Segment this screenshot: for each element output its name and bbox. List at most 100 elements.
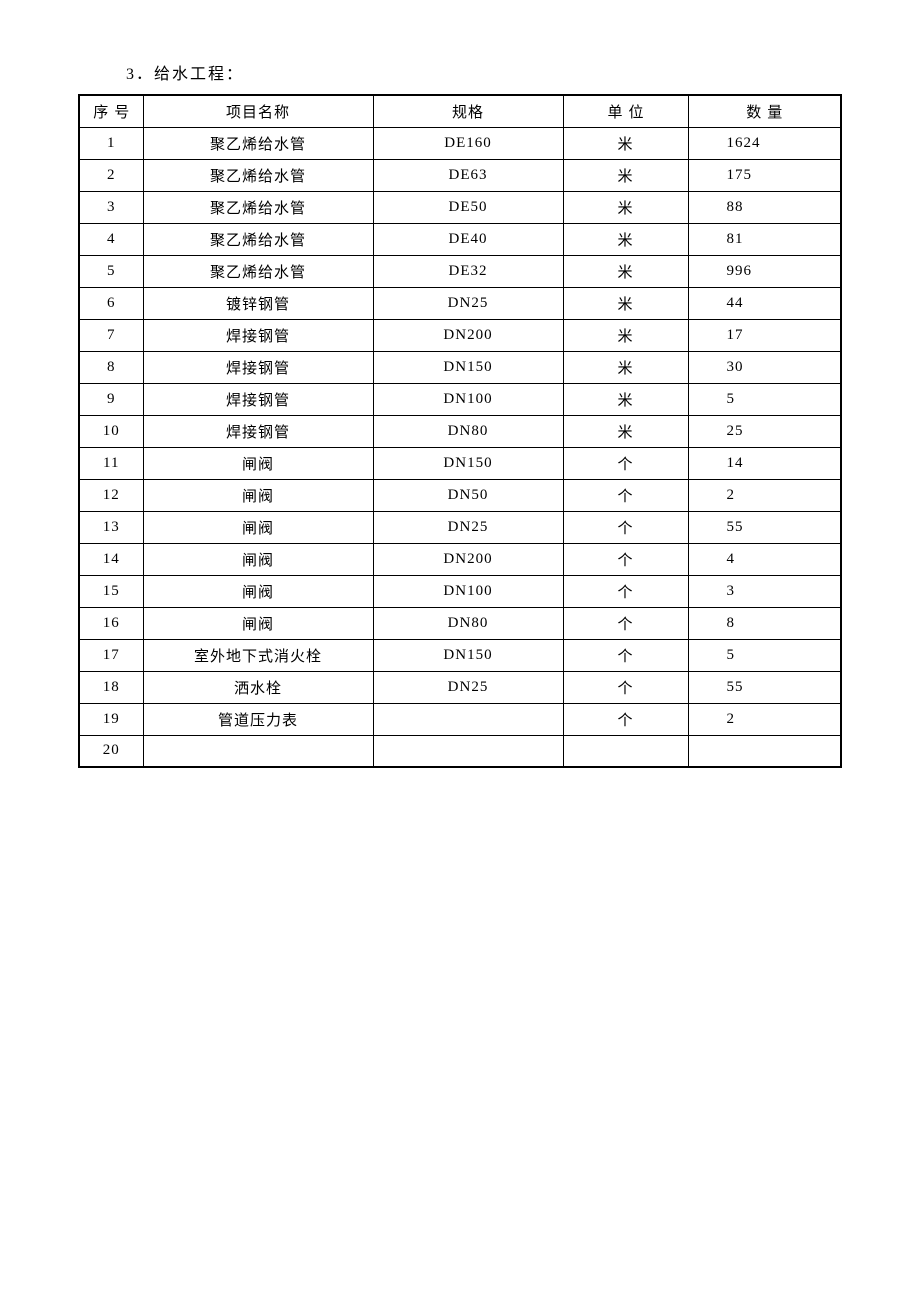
- water-supply-table: 序号 项目名称 规格 单位 数量 1聚乙烯给水管DE160米16242聚乙烯给水…: [78, 94, 842, 768]
- table-row: 12闸阀DN50个2: [79, 479, 841, 511]
- cell-qty: 30: [688, 351, 841, 383]
- cell-name: 闸阀: [143, 479, 373, 511]
- cell-spec: [373, 735, 563, 767]
- cell-spec: DN150: [373, 351, 563, 383]
- cell-spec: DN100: [373, 383, 563, 415]
- cell-seq: 11: [79, 447, 143, 479]
- cell-spec: DN25: [373, 511, 563, 543]
- table-row: 19管道压力表个2: [79, 703, 841, 735]
- cell-name: 聚乙烯给水管: [143, 159, 373, 191]
- cell-name: 闸阀: [143, 575, 373, 607]
- cell-spec: DN150: [373, 639, 563, 671]
- cell-qty: 2: [688, 703, 841, 735]
- cell-unit: 个: [563, 447, 688, 479]
- cell-qty: 5: [688, 639, 841, 671]
- cell-seq: 4: [79, 223, 143, 255]
- cell-seq: 15: [79, 575, 143, 607]
- cell-spec: [373, 703, 563, 735]
- cell-name: 焊接钢管: [143, 383, 373, 415]
- table-header-row: 序号 项目名称 规格 单位 数量: [79, 95, 841, 127]
- cell-name: 闸阀: [143, 543, 373, 575]
- cell-spec: DN25: [373, 671, 563, 703]
- table-row: 2聚乙烯给水管DE63米175: [79, 159, 841, 191]
- cell-name: 焊接钢管: [143, 319, 373, 351]
- cell-unit: 个: [563, 575, 688, 607]
- cell-qty: 4: [688, 543, 841, 575]
- cell-seq: 14: [79, 543, 143, 575]
- cell-qty: 996: [688, 255, 841, 287]
- cell-unit: 米: [563, 351, 688, 383]
- cell-qty: 8: [688, 607, 841, 639]
- table-row: 10焊接钢管DN80米25: [79, 415, 841, 447]
- cell-name: 聚乙烯给水管: [143, 191, 373, 223]
- cell-name: [143, 735, 373, 767]
- cell-qty: 55: [688, 671, 841, 703]
- cell-seq: 10: [79, 415, 143, 447]
- cell-name: 管道压力表: [143, 703, 373, 735]
- cell-qty: 81: [688, 223, 841, 255]
- section-title: 3．给水工程：: [126, 60, 842, 84]
- cell-seq: 2: [79, 159, 143, 191]
- cell-qty: 25: [688, 415, 841, 447]
- cell-spec: DN200: [373, 543, 563, 575]
- cell-seq: 13: [79, 511, 143, 543]
- cell-spec: DE32: [373, 255, 563, 287]
- table-row: 13闸阀DN25个55: [79, 511, 841, 543]
- cell-spec: DN25: [373, 287, 563, 319]
- table-row: 11闸阀DN150个14: [79, 447, 841, 479]
- cell-name: 聚乙烯给水管: [143, 255, 373, 287]
- cell-unit: 米: [563, 255, 688, 287]
- cell-qty: 5: [688, 383, 841, 415]
- table-row: 3聚乙烯给水管DE50米88: [79, 191, 841, 223]
- cell-qty: 2: [688, 479, 841, 511]
- cell-unit: 个: [563, 607, 688, 639]
- cell-name: 闸阀: [143, 511, 373, 543]
- cell-qty: 44: [688, 287, 841, 319]
- header-qty: 数量: [688, 95, 841, 127]
- cell-unit: 个: [563, 639, 688, 671]
- cell-spec: DE63: [373, 159, 563, 191]
- cell-name: 焊接钢管: [143, 351, 373, 383]
- cell-name: 闸阀: [143, 447, 373, 479]
- header-name: 项目名称: [143, 95, 373, 127]
- cell-name: 焊接钢管: [143, 415, 373, 447]
- cell-unit: 米: [563, 223, 688, 255]
- cell-seq: 20: [79, 735, 143, 767]
- cell-name: 镀锌钢管: [143, 287, 373, 319]
- cell-name: 洒水栓: [143, 671, 373, 703]
- table-row: 20: [79, 735, 841, 767]
- cell-unit: 米: [563, 383, 688, 415]
- cell-unit: 米: [563, 159, 688, 191]
- header-seq: 序号: [79, 95, 143, 127]
- cell-seq: 8: [79, 351, 143, 383]
- cell-spec: DN150: [373, 447, 563, 479]
- cell-seq: 16: [79, 607, 143, 639]
- cell-seq: 12: [79, 479, 143, 511]
- cell-spec: DN100: [373, 575, 563, 607]
- table-row: 9焊接钢管DN100米5: [79, 383, 841, 415]
- cell-qty: 17: [688, 319, 841, 351]
- cell-unit: 米: [563, 191, 688, 223]
- cell-seq: 1: [79, 127, 143, 159]
- cell-qty: 1624: [688, 127, 841, 159]
- cell-spec: DE40: [373, 223, 563, 255]
- cell-name: 室外地下式消火栓: [143, 639, 373, 671]
- cell-seq: 5: [79, 255, 143, 287]
- cell-spec: DN50: [373, 479, 563, 511]
- cell-seq: 18: [79, 671, 143, 703]
- table-row: 18洒水栓DN25个55: [79, 671, 841, 703]
- cell-spec: DE50: [373, 191, 563, 223]
- cell-qty: [688, 735, 841, 767]
- table-row: 16闸阀DN80个8: [79, 607, 841, 639]
- cell-unit: 个: [563, 671, 688, 703]
- cell-qty: 88: [688, 191, 841, 223]
- cell-name: 闸阀: [143, 607, 373, 639]
- cell-qty: 14: [688, 447, 841, 479]
- cell-unit: 米: [563, 127, 688, 159]
- table-row: 5聚乙烯给水管DE32米996: [79, 255, 841, 287]
- cell-unit: 个: [563, 543, 688, 575]
- cell-name: 聚乙烯给水管: [143, 223, 373, 255]
- cell-seq: 9: [79, 383, 143, 415]
- cell-unit: [563, 735, 688, 767]
- cell-unit: 个: [563, 479, 688, 511]
